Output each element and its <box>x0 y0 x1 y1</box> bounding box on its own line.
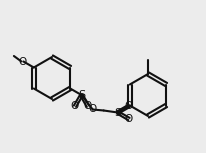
Text: O: O <box>125 101 133 111</box>
Text: O: O <box>71 101 79 111</box>
Text: O: O <box>125 114 133 124</box>
Text: O: O <box>18 56 27 67</box>
Text: S: S <box>114 108 121 118</box>
Text: O: O <box>89 104 97 114</box>
Text: S: S <box>78 90 85 100</box>
Text: O: O <box>84 101 92 111</box>
